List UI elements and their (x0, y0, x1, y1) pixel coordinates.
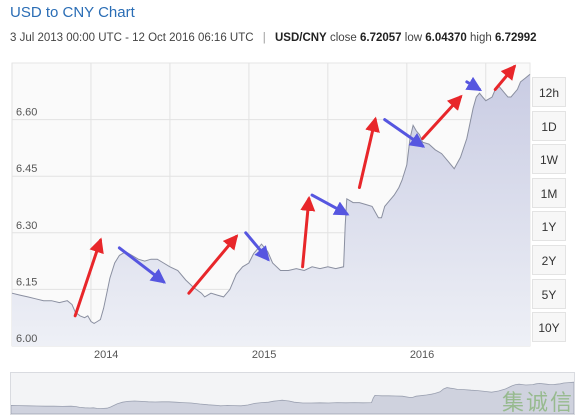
y-axis: 6.00 6.15 6.30 6.45 6.60 (16, 107, 37, 345)
y-tick-label: 6.45 (16, 163, 37, 175)
up-trend-arrow (300, 195, 316, 269)
y-tick-label: 6.00 (16, 333, 37, 345)
x-tick-label: 2016 (410, 349, 434, 361)
close-label: close (329, 32, 357, 44)
area-series (11, 73, 531, 347)
x-tick-label: 2015 (252, 349, 276, 361)
high-value: 6.72992 (494, 32, 537, 44)
range-button-1m[interactable]: 1M (532, 177, 566, 208)
down-trend-arrow (465, 76, 483, 91)
low-label: low (404, 32, 423, 44)
down-trend-arrow (117, 246, 166, 284)
down-trend-arrow (310, 193, 350, 216)
up-trend-arrow (73, 237, 104, 318)
navigator-panel[interactable] (10, 372, 575, 415)
range-button-10y[interactable]: 10Y (532, 312, 566, 343)
date-range: 3 Jul 2013 00:00 UTC - 12 Oct 2016 06:16… (10, 32, 254, 44)
y-tick-label: 6.15 (16, 276, 37, 288)
x-axis: 2014 2015 2016 (94, 349, 434, 361)
down-trend-arrow (244, 231, 270, 262)
trend-annotations (73, 64, 517, 318)
down-trend-arrow (383, 118, 426, 148)
separator: | (262, 32, 266, 44)
navigator-chart (10, 381, 575, 415)
close-value: 6.72057 (360, 32, 402, 44)
high-label: high (470, 32, 492, 44)
up-trend-arrow (493, 64, 517, 91)
range-button-12h[interactable]: 12h (532, 77, 566, 107)
low-value: 6.04370 (425, 32, 467, 44)
range-button-5y[interactable]: 5Y (532, 278, 566, 309)
y-tick-label: 6.30 (16, 220, 37, 232)
range-button-1d[interactable]: 1D (532, 110, 566, 141)
up-trend-arrow (357, 116, 380, 190)
range-button-1w[interactable]: 1W (532, 144, 566, 175)
pair-label: USD/CNY (274, 32, 327, 44)
x-tick-label: 2014 (94, 349, 118, 361)
range-button-2y[interactable]: 2Y (532, 245, 566, 275)
navigator-area (10, 381, 575, 415)
range-button-1y[interactable]: 1Y (532, 211, 566, 242)
chart-title: USD to CNY Chart (10, 4, 135, 21)
y-tick-label: 6.60 (16, 107, 37, 119)
area-fill (12, 74, 530, 347)
up-trend-arrow (421, 94, 463, 140)
price-line (11, 73, 531, 324)
watermark-logo: 集诚信 (501, 391, 574, 416)
chart-summary: 3 Jul 2013 00:00 UTC - 12 Oct 2016 06:16… (10, 32, 537, 44)
up-trend-arrow (187, 234, 239, 295)
